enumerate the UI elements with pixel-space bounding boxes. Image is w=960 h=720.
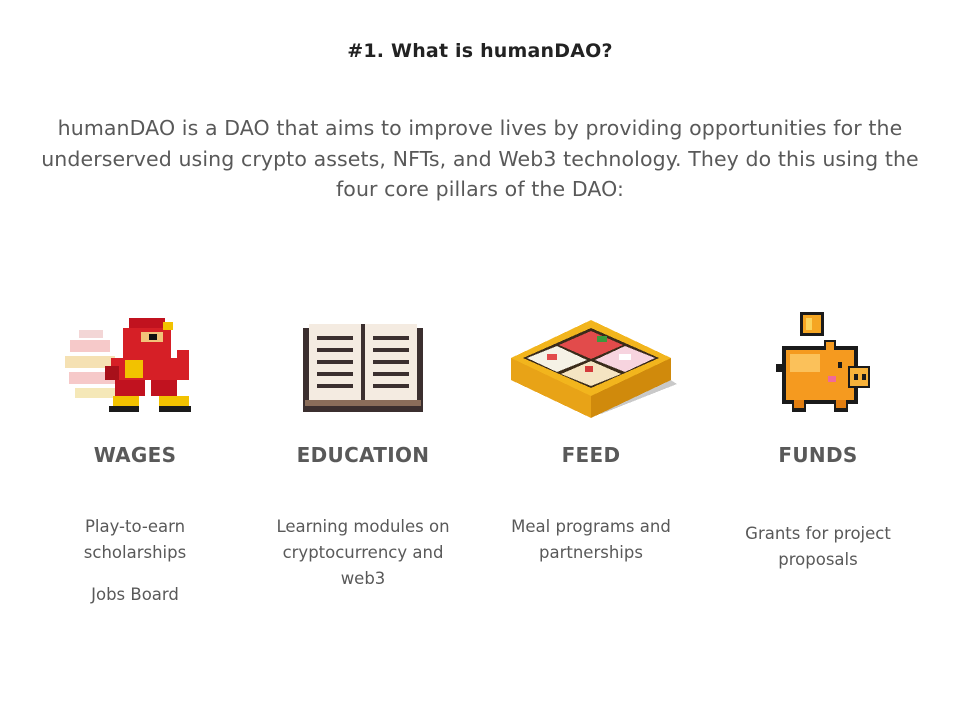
pillar-name: FEED — [561, 443, 621, 467]
pillar-feed: FEED Meal programs and partnerships — [477, 300, 705, 562]
page-title: #1. What is humanDAO? — [347, 40, 613, 62]
running-hero-icon — [21, 300, 249, 425]
pillar-name: FUNDS — [778, 443, 858, 467]
open-book-icon — [249, 300, 477, 425]
pillar-funds: FUNDS Grants for project proposals — [704, 300, 932, 569]
pillar-description: Meal programs and partnerships — [511, 517, 671, 562]
pillar-name: WAGES — [93, 443, 177, 467]
intro-paragraph: humanDAO is a DAO that aims to improve l… — [41, 116, 919, 201]
pillar-wages: WAGES Play-to-earn scholarships Jobs Boa… — [21, 300, 249, 604]
pillar-description: Grants for project proposals — [745, 524, 891, 569]
pillar-extra: Jobs Board — [91, 585, 179, 604]
pillar-education: EDUCATION Learning modules on cryptocurr… — [249, 300, 477, 588]
pillar-description: Play-to-earn scholarships — [83, 517, 187, 562]
piggy-bank-icon — [704, 300, 932, 425]
bento-box-icon — [477, 300, 705, 425]
pillar-description: Learning modules on cryptocurrency and w… — [276, 517, 450, 588]
pillar-name: EDUCATION — [296, 443, 430, 467]
